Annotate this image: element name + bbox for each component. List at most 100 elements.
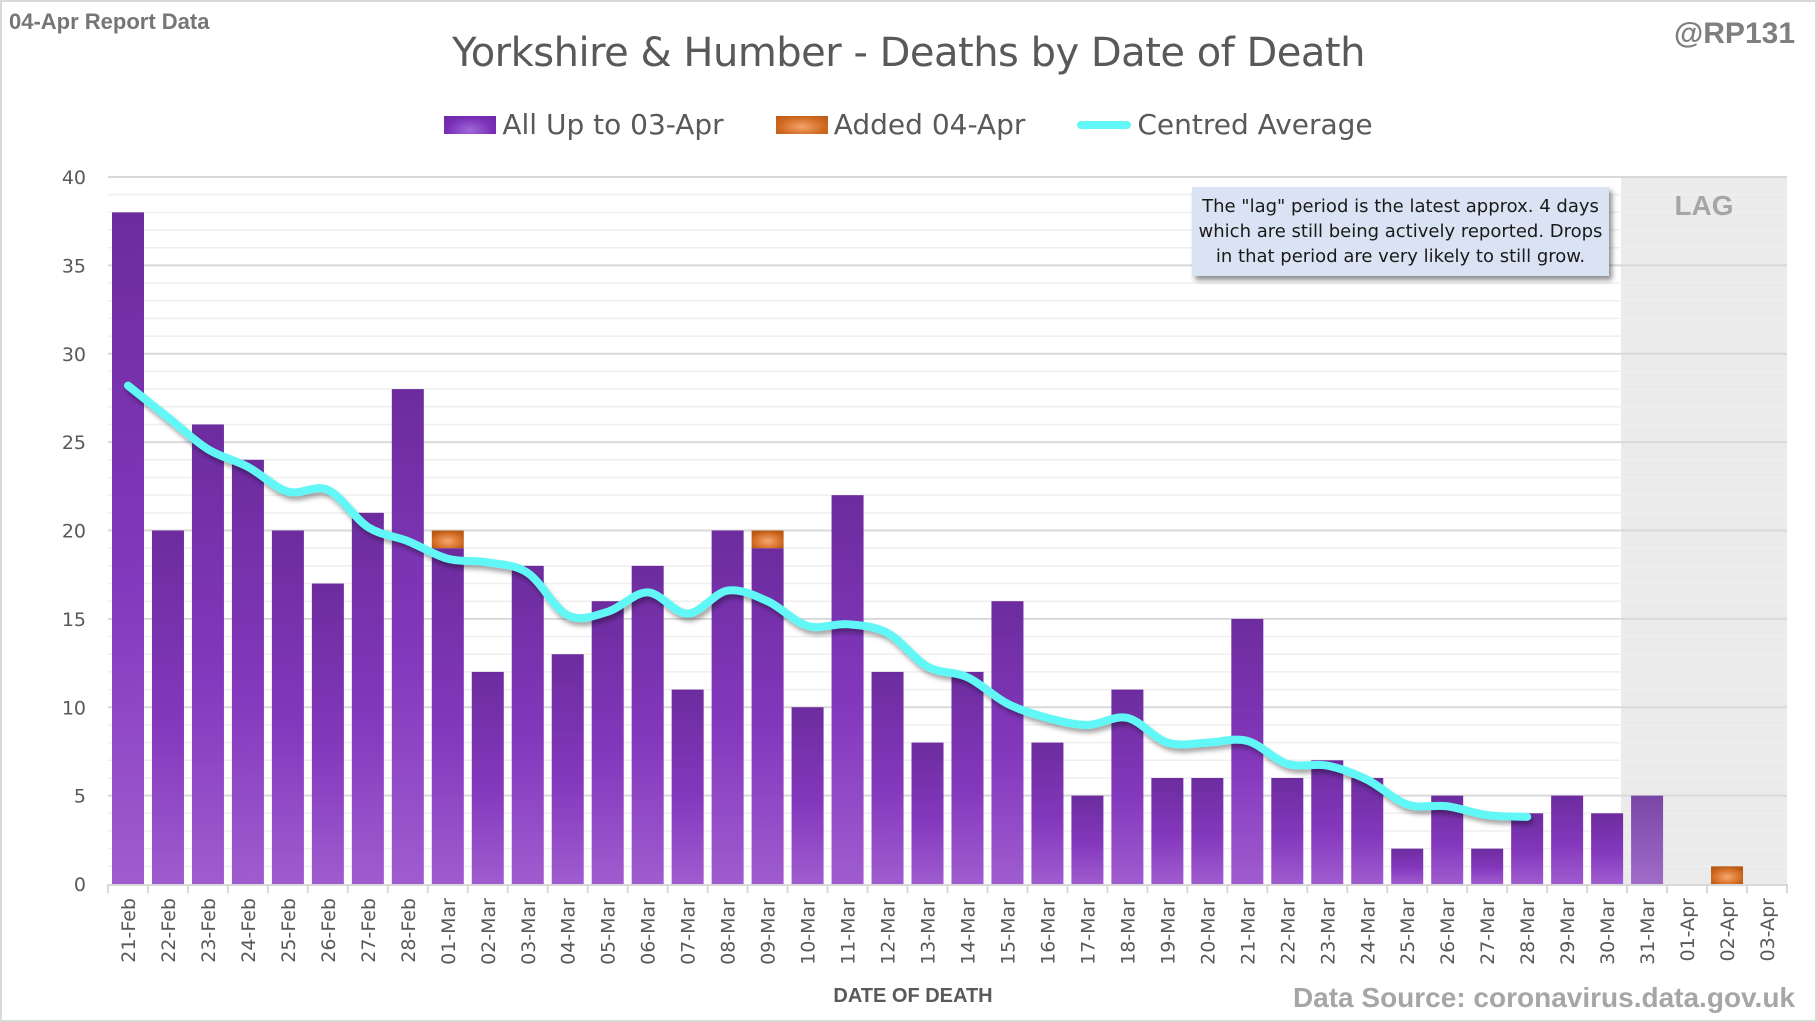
bar-all-up-to-03-apr <box>391 389 424 884</box>
bar-all-up-to-03-apr <box>471 671 504 884</box>
x-tick-label: 22-Mar <box>1277 898 1299 965</box>
x-tick-label: 11-Mar <box>838 898 860 965</box>
legend-item-average: Centred Average <box>1077 108 1373 141</box>
centred-average-line <box>123 381 1532 821</box>
bar-all-up-to-03-apr <box>1391 848 1424 884</box>
legend-swatch-average <box>1077 120 1132 129</box>
legend-item-all: All Up to 03-Apr <box>444 108 724 141</box>
x-axis-title: DATE OF DEATH <box>833 985 993 1007</box>
bar-all-up-to-03-apr <box>151 530 184 884</box>
bar-all-up-to-03-apr <box>311 583 344 884</box>
x-tick-label: 13-Mar <box>918 898 940 965</box>
x-tick-label: 03-Apr <box>1757 898 1779 962</box>
bar-all-up-to-03-apr <box>191 424 224 884</box>
bar-all-up-to-03-apr <box>111 212 144 885</box>
x-tick-label: 17-Mar <box>1077 898 1099 965</box>
x-tick-label: 09-Mar <box>758 898 780 965</box>
legend-swatch-added <box>775 115 828 134</box>
bar-all-up-to-03-apr <box>1591 813 1624 884</box>
bar-all-up-to-03-apr <box>951 671 984 884</box>
x-tick-label: 05-Mar <box>598 898 620 965</box>
x-tick-label: 22-Feb <box>158 898 180 963</box>
x-tick-label: 08-Mar <box>718 898 740 965</box>
x-tick-label: 01-Apr <box>1677 898 1699 962</box>
x-tick-label: 24-Mar <box>1357 898 1379 965</box>
legend-label-all: All Up to 03-Apr <box>502 108 724 141</box>
bar-all-up-to-03-apr <box>1231 618 1264 884</box>
bar-all-up-to-03-apr <box>631 565 664 884</box>
bar-all-up-to-03-apr <box>351 512 384 884</box>
lag-label: LAG <box>1674 190 1734 221</box>
y-tick-label: 30 <box>62 344 86 366</box>
x-tick-label: 23-Mar <box>1317 898 1339 965</box>
bar-all-up-to-03-apr <box>711 530 744 884</box>
bar-all-up-to-03-apr <box>671 689 704 884</box>
bar-all-up-to-03-apr <box>791 707 824 884</box>
legend-item-added: Added 04-Apr <box>775 108 1025 141</box>
x-tick-label: 21-Feb <box>118 898 140 963</box>
bar-all-up-to-03-apr <box>431 548 464 884</box>
x-tick-label: 14-Mar <box>957 898 979 965</box>
y-tick-label: 20 <box>62 521 86 543</box>
bar-added-04-apr <box>431 530 464 549</box>
bar-all-up-to-03-apr <box>1351 777 1384 884</box>
y-tick-label: 25 <box>62 432 86 454</box>
bar-all-up-to-03-apr <box>831 495 864 884</box>
x-tick-label: 27-Mar <box>1477 898 1499 965</box>
bar-all-up-to-03-apr <box>1631 795 1664 884</box>
x-tick-label: 29-Mar <box>1557 898 1579 965</box>
x-tick-label: 20-Mar <box>1197 898 1219 965</box>
bar-added-04-apr <box>1711 866 1744 884</box>
bar-added-04-apr <box>751 530 784 549</box>
x-tick-label: 21-Mar <box>1237 898 1259 965</box>
x-tick-label: 15-Mar <box>997 898 1019 965</box>
data-source: Data Source: coronavirus.data.gov.uk <box>1292 982 1795 1013</box>
legend: All Up to 03-Apr Added 04-Apr Centred Av… <box>0 108 1817 141</box>
x-tick-label: 19-Mar <box>1157 898 1179 965</box>
x-tick-label: 31-Mar <box>1637 898 1659 965</box>
bar-all-up-to-03-apr <box>1151 777 1184 884</box>
x-tick-label: 18-Mar <box>1117 898 1139 965</box>
legend-swatch-all <box>444 115 497 134</box>
x-tick-label: 28-Mar <box>1517 898 1539 965</box>
x-tick-label: 12-Mar <box>878 898 900 965</box>
bar-all-up-to-03-apr <box>511 565 544 884</box>
x-tick-label: 28-Feb <box>398 898 420 963</box>
y-tick-label: 10 <box>62 697 86 719</box>
x-tick-label: 02-Mar <box>478 898 500 965</box>
bar-all-up-to-03-apr <box>911 742 944 884</box>
lag-annotation-text: The "lag" period is the latest approx. 4… <box>1198 196 1603 267</box>
bar-all-up-to-03-apr <box>231 459 264 884</box>
bar-all-up-to-03-apr <box>1551 795 1584 884</box>
x-tick-label: 25-Feb <box>278 898 300 963</box>
x-tick-label: 03-Mar <box>518 898 540 965</box>
bar-all-up-to-03-apr <box>271 530 304 884</box>
x-tick-label: 26-Mar <box>1437 898 1459 965</box>
x-tick-label: 10-Mar <box>798 898 820 965</box>
x-tick-label: 30-Mar <box>1597 898 1619 965</box>
x-tick-label: 07-Mar <box>678 898 700 965</box>
x-tick-label: 23-Feb <box>198 898 220 963</box>
y-tick-label: 0 <box>74 874 86 896</box>
bar-all-up-to-03-apr <box>1071 795 1104 884</box>
bar-all-up-to-03-apr <box>1511 813 1544 884</box>
x-tick-label: 24-Feb <box>238 898 260 963</box>
y-tick-label: 40 <box>62 167 86 189</box>
bar-all-up-to-03-apr <box>991 601 1024 884</box>
x-tick-label: 16-Mar <box>1037 898 1059 965</box>
bar-all-up-to-03-apr <box>1271 777 1304 884</box>
lag-annotation-box: The "lag" period is the latest approx. 4… <box>1192 187 1609 276</box>
bar-all-up-to-03-apr <box>1031 742 1064 884</box>
bar-all-up-to-03-apr <box>871 671 904 884</box>
x-tick-label: 02-Apr <box>1717 898 1739 962</box>
y-tick-label: 5 <box>74 786 86 808</box>
report-date-label: 04-Apr Report Data <box>9 9 210 34</box>
legend-label-average: Centred Average <box>1137 108 1373 141</box>
bar-all-up-to-03-apr <box>1311 760 1344 884</box>
x-tick-label: 25-Mar <box>1397 898 1419 965</box>
x-tick-label: 04-Mar <box>558 898 580 965</box>
x-tick-label: 06-Mar <box>638 898 660 965</box>
y-tick-label: 35 <box>62 255 86 277</box>
